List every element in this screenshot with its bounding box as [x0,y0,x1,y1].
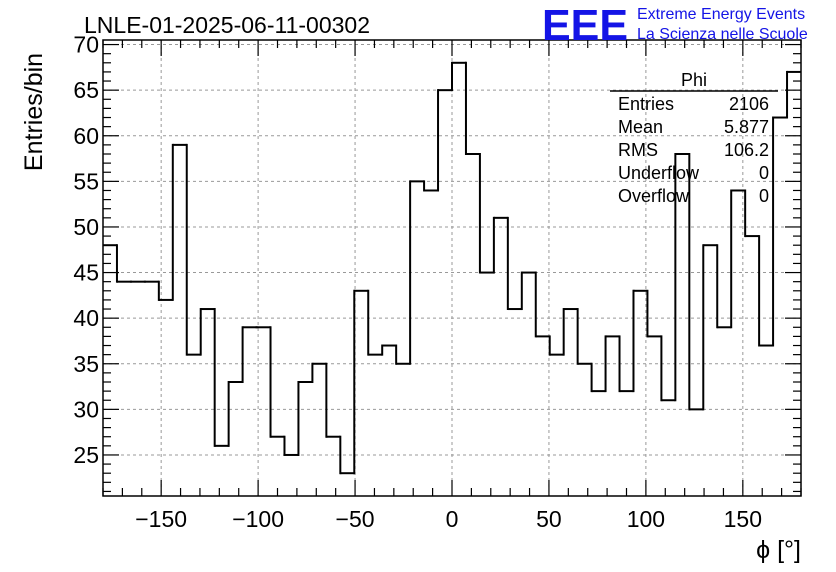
y-tick-label: 30 [73,396,99,422]
y-tick-label: 60 [73,123,99,149]
y-tick-label: 45 [73,260,99,286]
stats-row-label: RMS [618,140,658,160]
grid-lines [103,40,801,496]
chart-title: LNLE-01-2025-06-11-00302 [84,12,370,38]
x-axis-title: ϕ [°] [756,536,801,564]
x-tick-label: −50 [336,506,375,532]
stats-row-value: 5.877 [724,117,769,137]
y-axis-title: Entries/bin [20,53,48,171]
stats-box: Phi Entries 2106 Mean 5.877 RMS 106.2 Underflo… [610,70,778,206]
stats-row-value: 2106 [729,94,769,114]
eee-logo: EEE Extreme Energy Events La Scienza nel… [542,1,808,50]
x-tick-label: 50 [536,506,562,532]
x-tick-label: 0 [446,506,459,532]
x-tick-label: 100 [627,506,665,532]
y-tick-label: 55 [73,168,99,194]
stats-row-value: 0 [759,163,769,183]
y-tick-label: 35 [73,351,99,377]
y-tick-label: 65 [73,77,99,103]
axes [102,39,802,497]
logo-line2: La Scienza nelle Scuole [637,26,808,43]
stats-row-label: Mean [618,117,663,137]
eee-logo-mark: EEE [542,1,628,50]
x-tick-label: 150 [724,506,762,532]
y-tick-label: 50 [73,214,99,240]
x-tick-label: −150 [135,506,187,532]
y-tick-label: 70 [73,32,99,58]
stats-row-label: Overflow [618,186,690,206]
stats-row-label: Entries [618,94,674,114]
y-tick-label: 40 [73,305,99,331]
histogram-bars [103,61,801,475]
stats-row-value: 106.2 [724,140,769,160]
y-tick-label: 25 [73,442,99,468]
x-tick-label: −100 [232,506,284,532]
logo-line1: Extreme Energy Events [637,6,805,23]
tick-labels: −150 −100 −50 0 50 100 150 25 30 35 40 45 50 55 60 65 70 [73,32,762,532]
stats-row-label: Underflow [618,163,700,183]
stats-row-value: 0 [759,186,769,206]
stats-box-name: Phi [681,70,707,90]
